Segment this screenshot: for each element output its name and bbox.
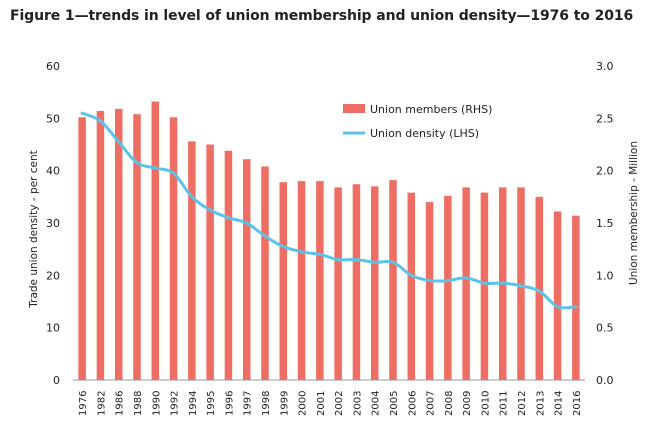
union-density-line [80,111,578,310]
x-axis-ticks: 1976 1982 1986 1988 1990 1992 1994 1995 1996 1997… [78,391,583,416]
x-tick-label: 2010 [480,391,491,416]
bar-series [78,101,580,381]
x-tick-label: 1992 [170,391,181,416]
x-tick-label: 2009 [462,391,473,416]
x-tick-label: 1998 [261,391,272,416]
bar-union-members [407,192,416,380]
right-tick-label: 0.0 [596,374,614,387]
x-tick-label: 1976 [78,391,89,416]
x-tick-label: 1999 [279,391,290,416]
x-tick-label: 2012 [517,391,528,416]
x-tick-label: 2003 [352,391,363,416]
x-tick-label: 1997 [243,391,254,416]
bar-union-members [352,184,361,380]
x-tick-label: 1995 [206,391,217,416]
legend: Union members (RHS) Union density (LHS) [343,103,492,140]
x-tick-label: 1994 [188,391,199,416]
chart-title: Figure 1—trends in level of union member… [10,8,634,24]
left-tick-label: 30 [46,217,60,230]
left-tick-label: 0 [53,374,60,387]
x-tick-label: 1986 [115,391,126,416]
x-tick-label: 2011 [499,391,510,416]
bar-union-members [188,141,196,380]
right-axis-label: Union membership - Million [628,141,640,285]
right-tick-label: 2.0 [596,165,614,178]
x-tick-label: 2001 [316,391,327,416]
bar-union-members [535,196,544,380]
bar-union-members [334,187,342,380]
left-tick-label: 50 [46,112,60,125]
bar-union-members [151,101,160,380]
x-tick-label: 2000 [298,391,309,416]
bar-union-members [114,108,123,380]
bar-union-members [206,144,214,380]
x-tick-label: 2014 [554,391,565,416]
bar-union-members [462,187,470,380]
bar-union-members [279,182,288,380]
left-tick-label: 20 [46,269,60,282]
left-tick-label: 60 [46,60,60,73]
x-tick-label: 1982 [96,391,107,416]
right-tick-label: 0.5 [596,322,614,335]
bar-union-members [425,202,434,380]
right-tick-label: 1.5 [596,217,614,230]
x-tick-label: 2007 [426,391,437,416]
left-axis-ticks: 0 10 20 30 40 50 60 [46,60,60,387]
right-tick-label: 1.0 [596,269,614,282]
bar-union-members [480,192,489,380]
left-tick-label: 10 [46,322,60,335]
left-axis-label: Trade union density - per cent [28,150,40,308]
left-tick-label: 40 [46,165,60,178]
bar-union-members [370,186,379,380]
bar-union-members [553,211,562,380]
x-tick-label: 2002 [334,391,345,416]
bar-union-members [96,111,105,380]
bar-union-members [444,195,452,380]
bar-union-members [224,150,233,380]
legend-label-union-members: Union members (RHS) [370,103,492,116]
right-tick-label: 2.5 [596,112,614,125]
bar-union-members [572,215,580,380]
bar-union-members [133,114,141,381]
right-tick-label: 3.0 [596,60,614,73]
bar-union-members [517,187,525,380]
x-tick-label: 2016 [572,391,583,416]
x-tick-label: 1988 [133,391,144,416]
bar-union-members [389,180,397,380]
x-tick-label: 2008 [444,391,455,416]
x-tick-label: 2006 [407,391,418,416]
legend-label-union-density: Union density (LHS) [370,127,479,140]
x-tick-label: 1990 [151,391,162,416]
x-tick-label: 2013 [535,391,546,416]
bar-union-members [316,181,324,380]
bar-union-members [169,117,178,380]
bar-union-members [297,181,306,380]
bar-union-members [78,117,86,380]
bar-union-members [261,166,269,380]
legend-swatch-union-members [343,104,365,113]
x-tick-label: 2004 [371,391,382,416]
x-tick-label: 1996 [224,391,235,416]
x-tick-label: 2005 [389,391,400,416]
right-axis-ticks: 0.0 0.5 1.0 1.5 2.0 2.5 3.0 [596,60,614,387]
bar-union-members [242,159,251,380]
